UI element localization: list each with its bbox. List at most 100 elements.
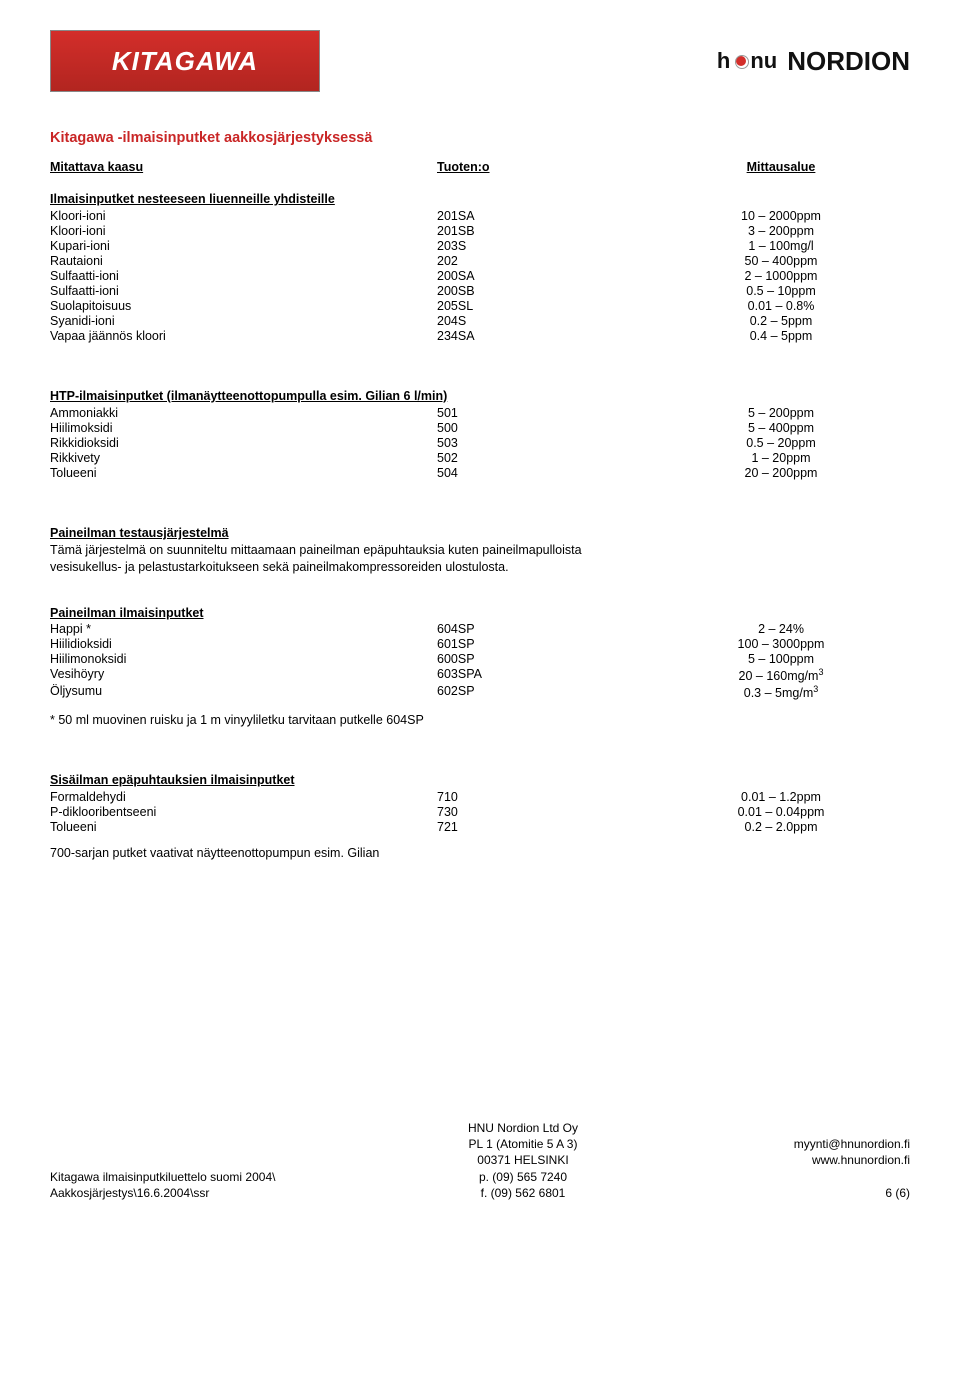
product-code: 502 xyxy=(437,450,652,465)
section4-note: * 50 ml muovinen ruisku ja 1 m vinyylile… xyxy=(50,713,910,727)
footer-right: myynti@hnunordion.fi www.hnunordion.fi 6… xyxy=(652,1120,910,1201)
gas-name: Rikkidioksidi xyxy=(50,435,437,450)
gas-name: Vesihöyry xyxy=(50,667,437,684)
range-value: 2 – 24% xyxy=(652,622,910,637)
footer-mid: HNU Nordion Ltd Oy PL 1 (Atomitie 5 A 3)… xyxy=(394,1120,652,1201)
product-code: 602SP xyxy=(437,684,652,701)
product-code: 234SA xyxy=(437,328,652,343)
footer-mid-2: 00371 HELSINKI xyxy=(394,1152,652,1168)
gas-name: Tolueeni xyxy=(50,465,437,480)
gas-name: Tolueeni xyxy=(50,819,437,834)
nordion-h: h xyxy=(717,48,730,74)
range-value: 0.2 – 5ppm xyxy=(652,313,910,328)
footer-mid-4: f. (09) 562 6801 xyxy=(394,1185,652,1201)
range-value: 5 – 200ppm xyxy=(652,405,910,420)
table-row: Hiilimoksidi5005 – 400ppm xyxy=(50,420,910,435)
range-value: 0.01 – 0.8% xyxy=(652,298,910,313)
product-code: 601SP xyxy=(437,637,652,652)
table-row: Rikkidioksidi5030.5 – 20ppm xyxy=(50,435,910,450)
range-value: 5 – 400ppm xyxy=(652,420,910,435)
kitagawa-logo-text: KITAGAWA xyxy=(112,46,258,77)
table-row: Sulfaatti-ioni200SB0.5 – 10ppm xyxy=(50,283,910,298)
table-row: Happi *604SP2 – 24% xyxy=(50,622,910,637)
footer-mid-1: PL 1 (Atomitie 5 A 3) xyxy=(394,1136,652,1152)
col-header-product: Tuoten:o xyxy=(437,160,652,174)
product-code: 503 xyxy=(437,435,652,450)
table-row: Syanidi-ioni204S0.2 – 5ppm xyxy=(50,313,910,328)
footer-left-1: Aakkosjärjestys\16.6.2004\ssr xyxy=(50,1185,394,1201)
section2-table: Ammoniakki5015 – 200ppmHiilimoksidi5005 … xyxy=(50,405,910,480)
table-row: Suolapitoisuus205SL0.01 – 0.8% xyxy=(50,298,910,313)
range-value: 0.4 – 5ppm xyxy=(652,328,910,343)
table-row: Öljysumu602SP0.3 – 5mg/m3 xyxy=(50,684,910,701)
footer-right-1: www.hnunordion.fi xyxy=(652,1152,910,1168)
product-code: 501 xyxy=(437,405,652,420)
product-code: 200SB xyxy=(437,283,652,298)
section1-label: Ilmaisinputket nesteeseen liuenneille yh… xyxy=(50,192,600,206)
product-code: 205SL xyxy=(437,298,652,313)
table-row: Sulfaatti-ioni200SA2 – 1000ppm xyxy=(50,268,910,283)
table-row: Rikkivety5021 – 20ppm xyxy=(50,450,910,465)
nordion-dot-icon xyxy=(736,56,746,66)
gas-name: P-diklooribentseeni xyxy=(50,804,437,819)
gas-name: Sulfaatti-ioni xyxy=(50,268,437,283)
range-value: 10 – 2000ppm xyxy=(652,208,910,223)
section3-label: Paineilman testausjärjestelmä xyxy=(50,526,600,540)
range-value: 0.01 – 0.04ppm xyxy=(652,804,910,819)
product-code: 721 xyxy=(437,819,652,834)
gas-name: Vapaa jäännös kloori xyxy=(50,328,437,343)
product-code: 710 xyxy=(437,789,652,804)
product-code: 504 xyxy=(437,465,652,480)
gas-name: Syanidi-ioni xyxy=(50,313,437,328)
gas-name: Happi * xyxy=(50,622,437,637)
col-header-gas: Mitattava kaasu xyxy=(50,160,437,174)
product-code: 500 xyxy=(437,420,652,435)
gas-name: Hiilidioksidi xyxy=(50,637,437,652)
gas-name: Ammoniakki xyxy=(50,405,437,420)
page-title: Kitagawa -ilmaisinputket aakkosjärjestyk… xyxy=(50,130,910,146)
footer-right-0: myynti@hnunordion.fi xyxy=(652,1136,910,1152)
nordion-nu: nu xyxy=(750,48,777,74)
footer-mid-0: HNU Nordion Ltd Oy xyxy=(394,1120,652,1136)
table-row: P-diklooribentseeni7300.01 – 0.04ppm xyxy=(50,804,910,819)
table-row: Vapaa jäännös kloori234SA0.4 – 5ppm xyxy=(50,328,910,343)
section4-label: Paineilman ilmaisinputket xyxy=(50,606,600,620)
section5-label: Sisäilman epäpuhtauksien ilmaisinputket xyxy=(50,773,600,787)
gas-name: Suolapitoisuus xyxy=(50,298,437,313)
section1-table: Kloori-ioni201SA10 – 2000ppmKloori-ioni2… xyxy=(50,208,910,343)
table-row: Hiilidioksidi601SP100 – 3000ppm xyxy=(50,637,910,652)
range-value: 2 – 1000ppm xyxy=(652,268,910,283)
range-value: 50 – 400ppm xyxy=(652,253,910,268)
footer-left: Kitagawa ilmaisinputkiluettelo suomi 200… xyxy=(50,1120,394,1201)
gas-name: Formaldehydi xyxy=(50,789,437,804)
table-row: Kupari-ioni203S1 – 100mg/l xyxy=(50,238,910,253)
section3-body: Tämä järjestelmä on suunniteltu mittaama… xyxy=(50,542,610,576)
range-value: 0.5 – 20ppm xyxy=(652,435,910,450)
section5-note: 700-sarjan putket vaativat näytteenottop… xyxy=(50,846,910,860)
table-row: Kloori-ioni201SA10 – 2000ppm xyxy=(50,208,910,223)
product-code: 203S xyxy=(437,238,652,253)
footer-mid-3: p. (09) 565 7240 xyxy=(394,1169,652,1185)
table-row: Kloori-ioni201SB3 – 200ppm xyxy=(50,223,910,238)
product-code: 600SP xyxy=(437,652,652,667)
range-value: 20 – 200ppm xyxy=(652,465,910,480)
table-row: Tolueeni50420 – 200ppm xyxy=(50,465,910,480)
product-code: 201SB xyxy=(437,223,652,238)
column-headers: Mitattava kaasu Tuoten:o Mittausalue xyxy=(50,160,910,174)
gas-name: Hiilimoksidi xyxy=(50,420,437,435)
range-value: 1 – 20ppm xyxy=(652,450,910,465)
col-header-range: Mittausalue xyxy=(652,160,910,174)
table-row: Tolueeni7210.2 – 2.0ppm xyxy=(50,819,910,834)
range-value: 0.01 – 1.2ppm xyxy=(652,789,910,804)
range-value: 5 – 100ppm xyxy=(652,652,910,667)
gas-name: Hiilimonoksidi xyxy=(50,652,437,667)
table-row: Rautaioni20250 – 400ppm xyxy=(50,253,910,268)
table-row: Vesihöyry603SPA20 – 160mg/m3 xyxy=(50,667,910,684)
range-value: 0.2 – 2.0ppm xyxy=(652,819,910,834)
footer-left-0: Kitagawa ilmaisinputkiluettelo suomi 200… xyxy=(50,1169,394,1185)
nordion-main: NORDION xyxy=(787,46,910,77)
gas-name: Öljysumu xyxy=(50,684,437,701)
range-value: 0.5 – 10ppm xyxy=(652,283,910,298)
range-value: 20 – 160mg/m3 xyxy=(652,667,910,684)
range-value: 3 – 200ppm xyxy=(652,223,910,238)
